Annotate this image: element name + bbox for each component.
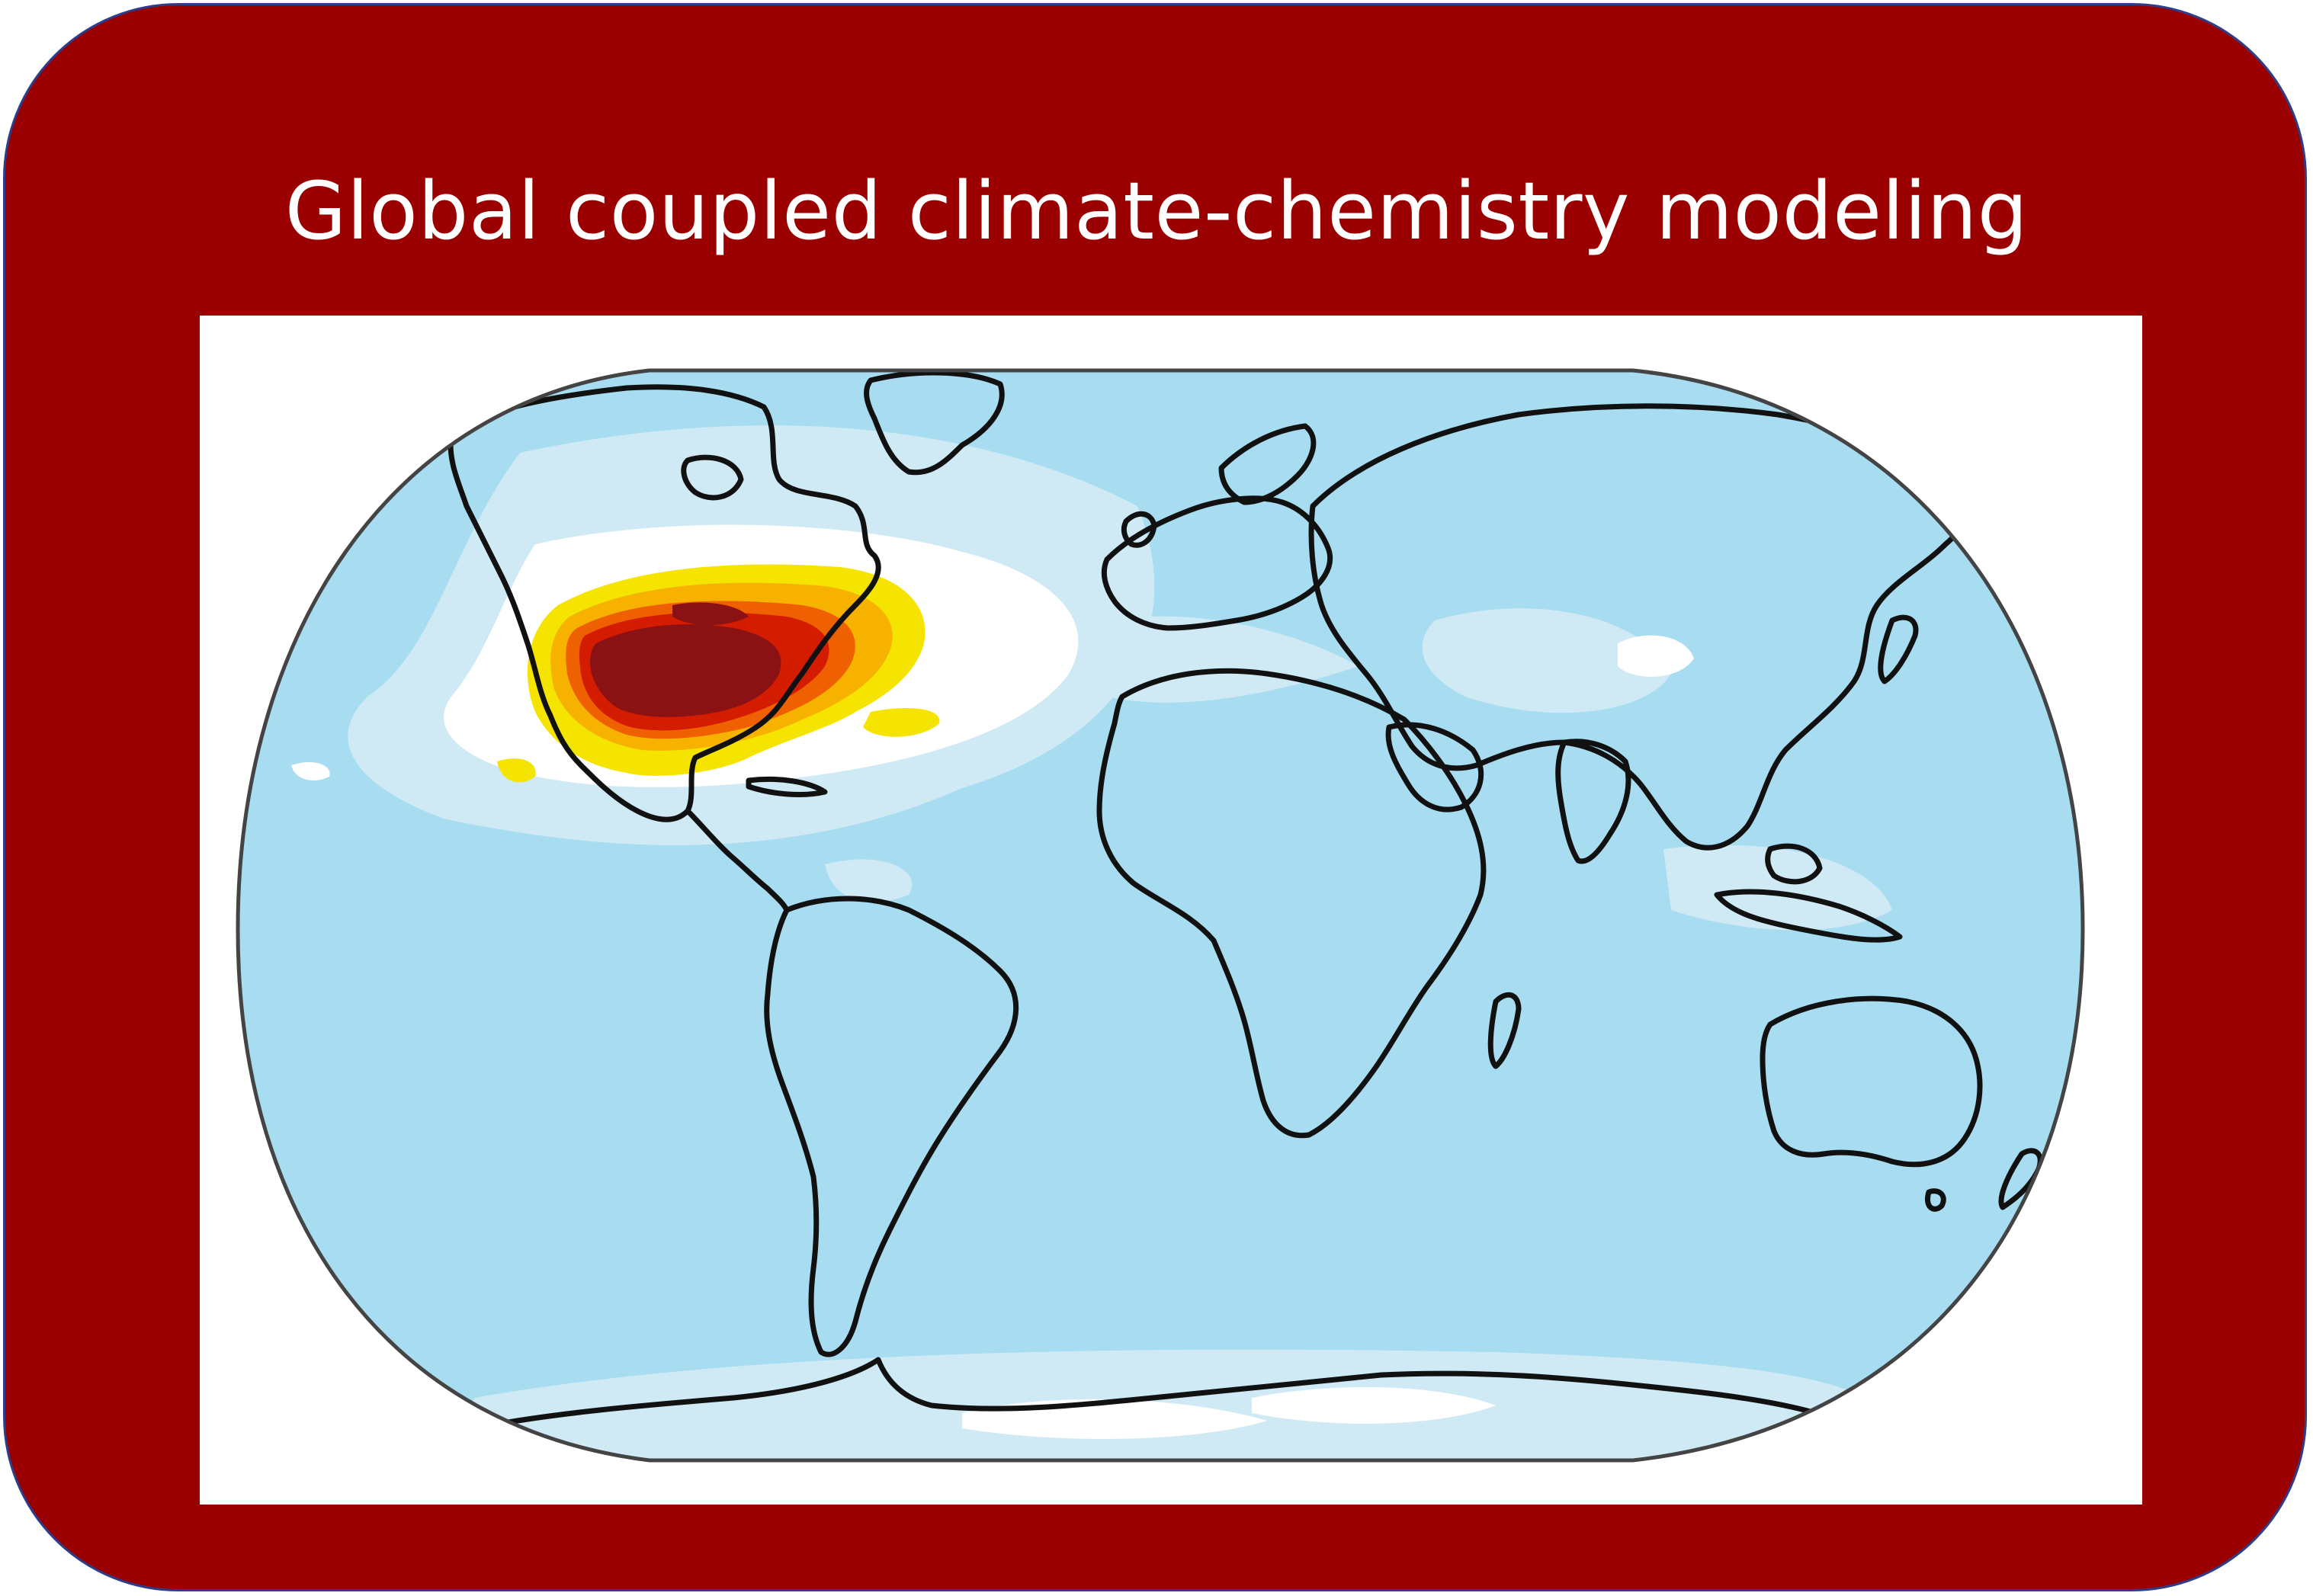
indonesia-outline [1714,889,1903,943]
north-america-outline [448,384,881,822]
world-map [236,368,2085,1463]
antarctica-outline [456,1357,1828,1460]
australia-outline [1760,995,1983,1168]
japan-outline [1878,614,1919,684]
tasmania-outline [1925,1188,1946,1212]
page-title: Global coupled climate-chemistry modelin… [284,165,2029,258]
central-america-outline [685,809,790,912]
level-5-region [590,624,781,717]
scandinavia-outline [1218,423,1317,505]
borneo-outline [1765,843,1823,885]
globe-outline [236,368,2085,1463]
europe-outline [1101,495,1333,631]
madagascar-outline [1487,992,1522,1069]
asia-outline [1308,403,1970,851]
new-zealand-outline [1998,1148,2043,1210]
africa-outline [1096,668,1487,1139]
hudson-bay-outline [681,454,744,501]
south-america-outline [764,896,1019,1357]
level-1-patch [497,758,536,783]
uk-outline [1121,511,1157,548]
india-outline [1555,739,1631,864]
level-1-patch [863,708,940,737]
level-5-patch [672,602,749,626]
arabia-outline [1385,722,1484,812]
caribbean-outline [746,776,828,798]
coastlines [448,370,2043,1460]
map-panel [200,316,2142,1505]
greenland-outline [864,370,1005,476]
